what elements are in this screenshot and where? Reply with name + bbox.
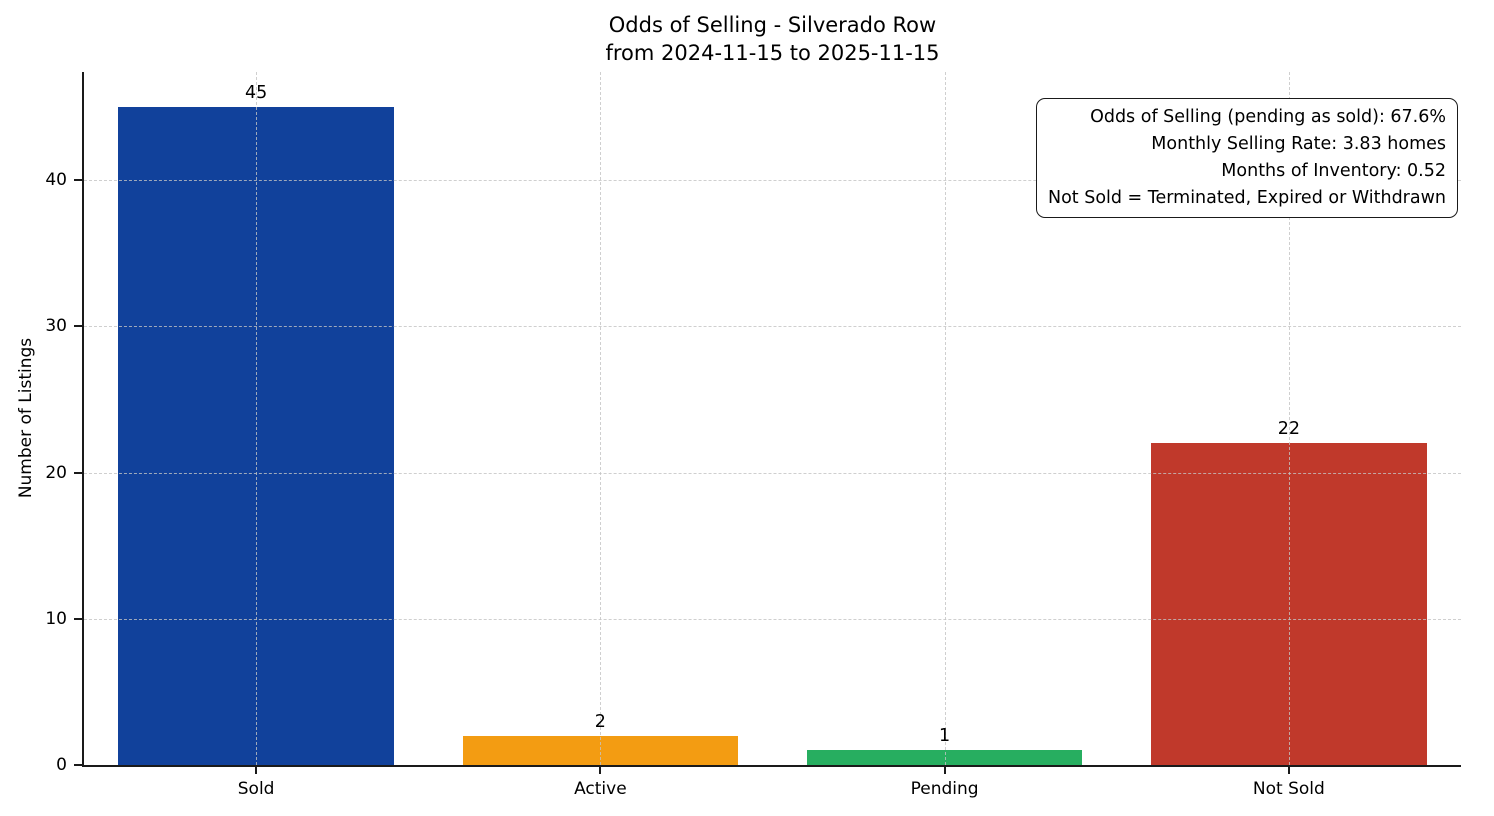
bar-value-label: 1: [939, 726, 951, 747]
x-gridline: [1288, 72, 1290, 765]
bar-value-label: 2: [594, 711, 606, 732]
y-tick-label: 30: [45, 316, 67, 337]
x-axis-spine: [82, 765, 1461, 767]
x-tick-mark: [599, 766, 602, 774]
x-tick-label: Pending: [910, 779, 979, 799]
y-tick-mark: [74, 325, 82, 328]
chart-title-line1: Odds of Selling - Silverado Row: [608, 13, 937, 37]
x-tick-label: Sold: [237, 779, 275, 799]
y-gridline: [84, 180, 1461, 182]
x-tick-label: Not Sold: [1252, 779, 1325, 799]
x-gridline: [600, 72, 602, 765]
y-tick-label: 0: [56, 755, 67, 775]
x-tick-label: Active: [574, 779, 627, 799]
plot-area: 45 2 1 22 0 10 20 30 40 Sold Active Pending Not Sol…: [45, 72, 1461, 799]
bar: [1151, 443, 1427, 765]
y-gridline: [84, 472, 1461, 474]
chart-title: Odds of Selling - Silverado Row from 202…: [84, 11, 1461, 67]
y-tick-mark: [74, 764, 82, 766]
bar: [118, 107, 394, 765]
y-tick-label: 10: [45, 608, 67, 629]
bar-value-label: 45: [244, 83, 268, 104]
annotation-line: Not Sold = Terminated, Expired or Withdr…: [1047, 188, 1446, 208]
annotation-line: Monthly Selling Rate: 3.83 homes: [1151, 134, 1446, 154]
x-tick-mark: [943, 766, 946, 774]
y-tick-label: 20: [45, 462, 67, 483]
y-axis-label: Number of Listings: [16, 337, 36, 499]
y-axis-spine: [82, 72, 84, 767]
annotation-line: Months of Inventory: 0.52: [1221, 161, 1446, 181]
x-gridline: [944, 72, 946, 765]
annotation-line: Odds of Selling (pending as sold): 67.6%: [1090, 107, 1446, 127]
chart-title-line2: from 2024-11-15 to 2025-11-15: [605, 41, 940, 65]
y-gridline: [84, 618, 1461, 620]
y-tick-label: 40: [45, 170, 67, 191]
x-gridline: [256, 72, 258, 765]
y-tick-mark: [74, 471, 82, 474]
y-tick-mark: [74, 179, 82, 182]
bar: [462, 735, 739, 765]
bar-value-label: 22: [1277, 419, 1300, 440]
y-tick-mark: [74, 617, 82, 620]
y-gridline: [84, 326, 1461, 328]
bar: [806, 750, 1083, 765]
annotation-box: Odds of Selling (pending as sold): 67.6%…: [1035, 98, 1458, 218]
x-tick-mark: [255, 766, 258, 774]
x-tick-mark: [1287, 766, 1290, 774]
